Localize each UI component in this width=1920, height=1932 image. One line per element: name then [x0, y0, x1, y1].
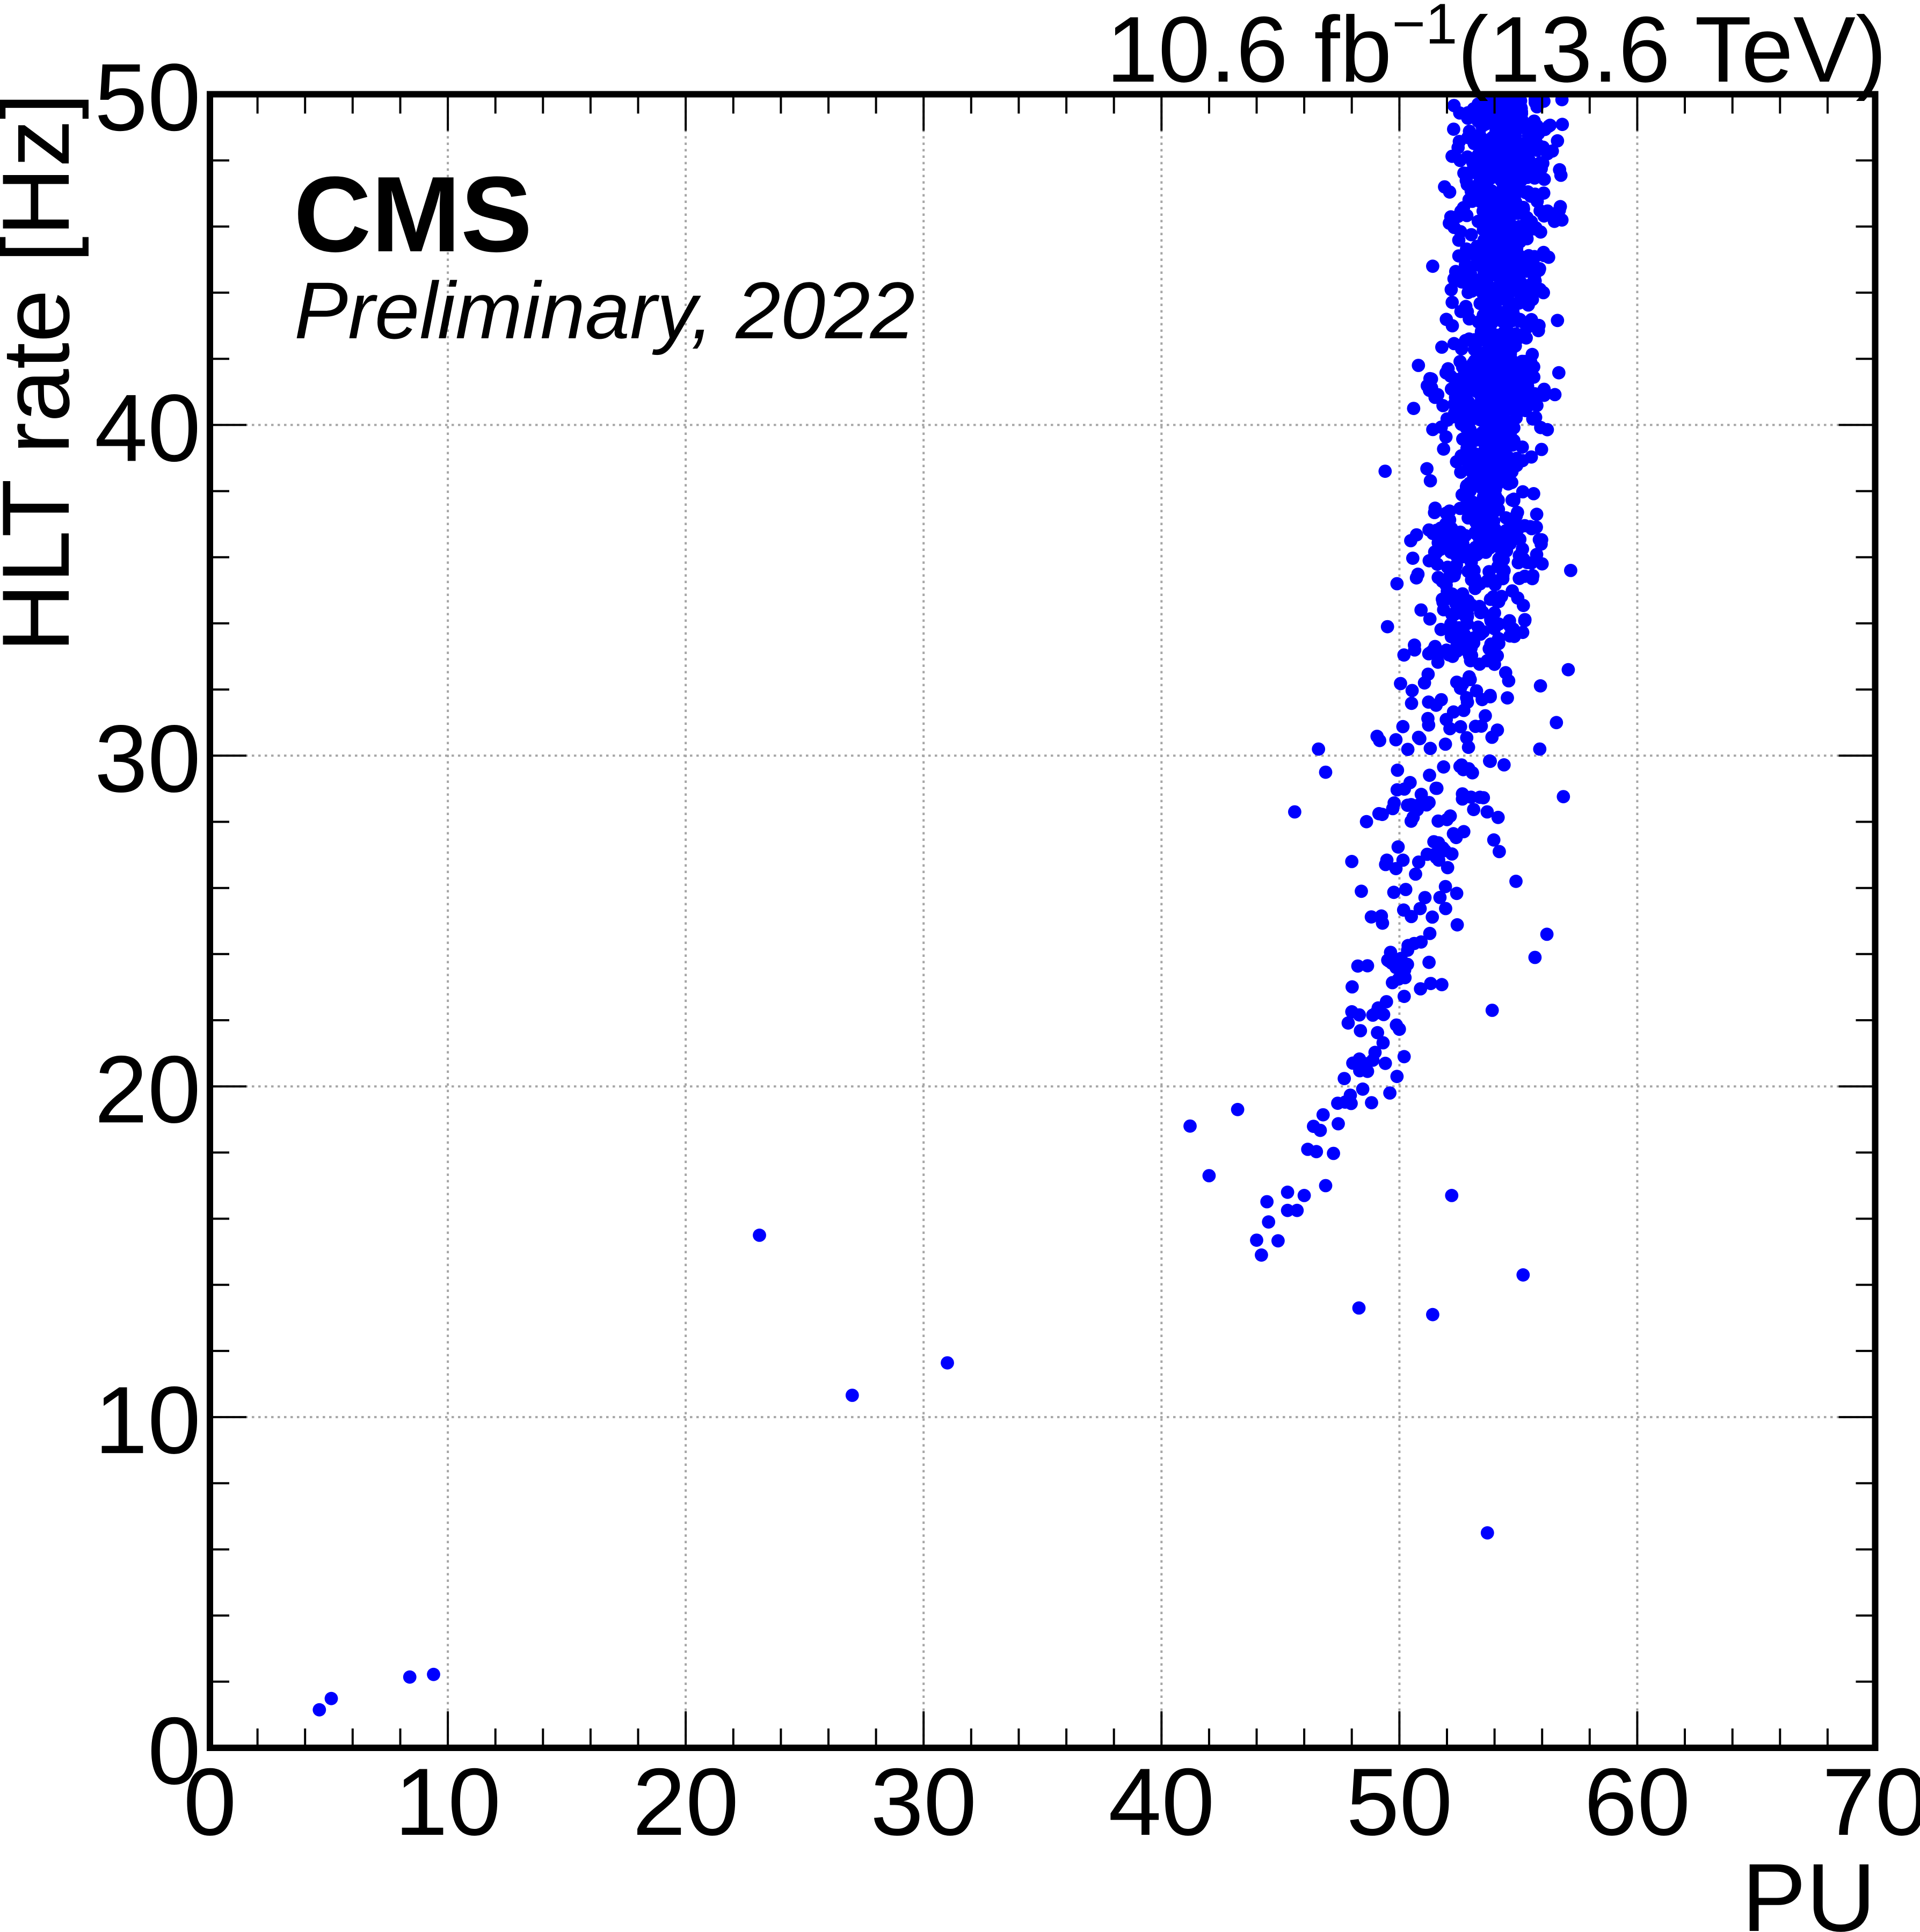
svg-text:30: 30: [94, 705, 201, 812]
svg-text:HLT rate [Hz]: HLT rate [Hz]: [0, 93, 89, 652]
svg-text:30: 30: [870, 1748, 977, 1855]
svg-text:70: 70: [1822, 1748, 1920, 1855]
svg-text:10.6 fb−1(13.6 TeV): 10.6 fb−1(13.6 TeV): [1106, 0, 1887, 101]
svg-text:Preliminary, 2022: Preliminary, 2022: [294, 265, 915, 355]
svg-text:10: 10: [395, 1748, 501, 1855]
svg-text:0: 0: [184, 1748, 237, 1855]
svg-text:10: 10: [94, 1367, 201, 1473]
svg-text:20: 20: [94, 1036, 201, 1143]
svg-text:0: 0: [148, 1697, 201, 1804]
svg-text:CMS: CMS: [294, 155, 532, 274]
svg-text:40: 40: [1108, 1748, 1214, 1855]
svg-text:20: 20: [632, 1748, 739, 1855]
svg-text:60: 60: [1584, 1748, 1690, 1855]
svg-text:PU: PU: [1742, 1844, 1876, 1932]
svg-text:40: 40: [94, 374, 201, 481]
svg-text:50: 50: [1346, 1748, 1452, 1855]
svg-text:50: 50: [94, 44, 201, 151]
